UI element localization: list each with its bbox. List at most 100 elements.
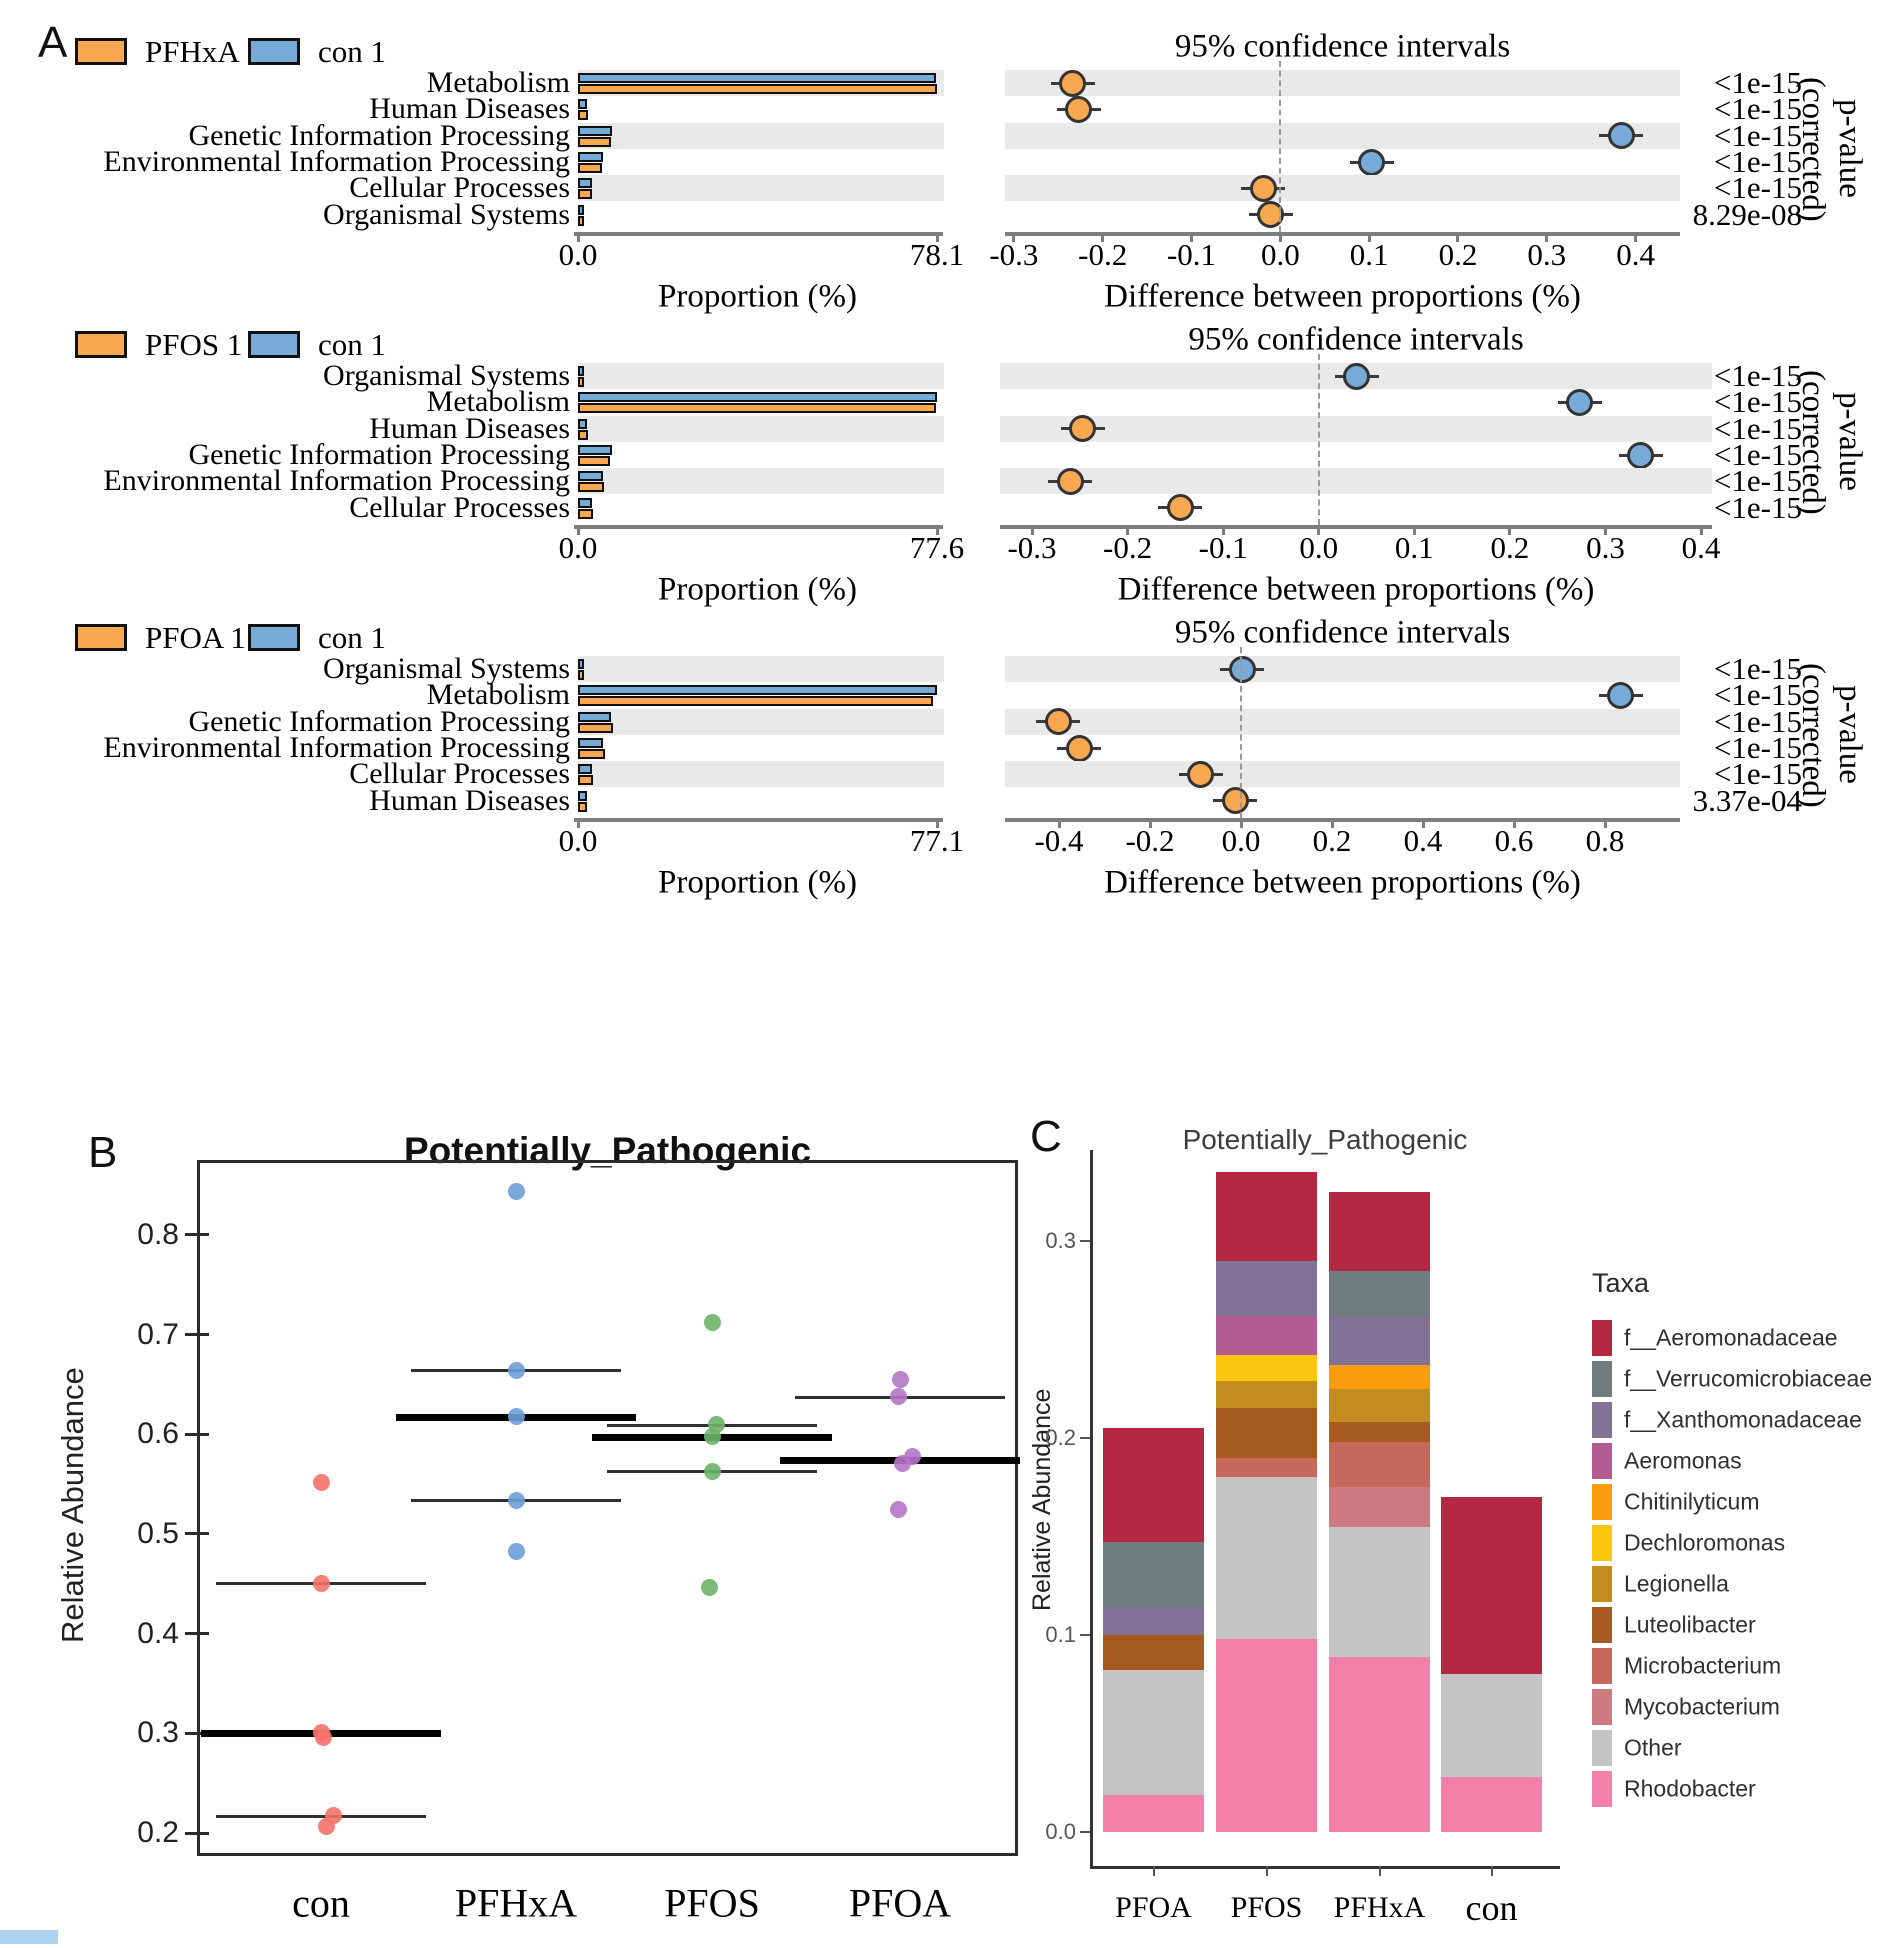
legend-swatch-group2 — [248, 331, 300, 358]
difference-dot — [1257, 201, 1285, 229]
prop-bar-group2 — [578, 711, 612, 722]
taxa-legend-swatch — [1592, 1566, 1612, 1602]
prop-bar-group2 — [578, 418, 588, 429]
taxa-legend-swatch — [1592, 1689, 1612, 1725]
diff-axis-tick — [1512, 818, 1516, 828]
prop-bar-group1 — [578, 162, 603, 173]
legend-label-group1: PFOS 1 — [145, 327, 243, 362]
data-point — [703, 1427, 721, 1445]
taxa-legend-label: Other — [1624, 1734, 1682, 1761]
category-label: Metabolism — [426, 385, 570, 419]
c-ytick-label: 0.2 — [1045, 1425, 1076, 1450]
prop-axis-tick — [935, 818, 939, 828]
p-value: <1e-15 — [1713, 489, 1802, 525]
taxa-legend-label: f__Verrucomicrobiaceae — [1624, 1365, 1873, 1392]
prop-axis-title: Proportion (%) — [658, 571, 857, 608]
legend-swatch-group2 — [248, 624, 300, 651]
taxa-legend-label: Mycobacterium — [1624, 1693, 1780, 1720]
diff-axis-tick — [1603, 818, 1607, 828]
diff-tick-label: 0.8 — [1585, 823, 1625, 858]
diff-tick-label: -0.4 — [1034, 823, 1084, 858]
taxa-legend-label: Rhodobacter — [1624, 1775, 1756, 1802]
row-band — [1005, 70, 1680, 97]
difference-dot — [1059, 69, 1086, 97]
category-label: Genetic Information Processing — [188, 118, 570, 152]
prop-bar-group1 — [578, 455, 611, 466]
p-value: 8.29e-08 — [1692, 196, 1802, 232]
stack-segment — [1329, 1656, 1430, 1832]
diff-axis-line — [1005, 232, 1680, 236]
zero-dashed-line — [1317, 354, 1320, 525]
diff-axis-tick — [1421, 818, 1425, 828]
prop-axis-line — [574, 818, 943, 822]
row-band — [1005, 175, 1680, 202]
prop-bar-group2 — [578, 392, 937, 403]
p-value: <1e-15 — [1713, 437, 1802, 473]
taxa-legend-swatch — [1592, 1648, 1612, 1684]
b-ytick — [185, 1432, 209, 1436]
prop-tick-label: 0.0 — [558, 237, 598, 272]
category-label: Cellular Processes — [349, 171, 570, 205]
row-band — [1000, 468, 1712, 495]
group-lower-line — [216, 1814, 426, 1818]
stack-segment — [1103, 1428, 1204, 1543]
prop-bar-group1 — [578, 136, 611, 147]
b-ytick — [185, 1333, 209, 1336]
stack-segment — [1329, 1365, 1430, 1389]
row-band — [578, 363, 944, 390]
category-label: Environmental Information Processing — [103, 464, 570, 498]
taxa-legend-swatch — [1592, 1771, 1612, 1807]
taxa-legend-title: Taxa — [1592, 1268, 1650, 1298]
b-ytick-label: 0.7 — [137, 1317, 179, 1351]
p-value: <1e-15 — [1713, 410, 1802, 446]
diff-tick-label: -0.2 — [1125, 823, 1175, 858]
stack-segment — [1329, 1315, 1430, 1366]
scan-artifact — [0, 1930, 58, 1944]
row-band — [1005, 122, 1680, 149]
prop-bar-group2 — [578, 99, 587, 110]
prop-tick-label: 0.0 — [558, 530, 598, 565]
data-point — [507, 1543, 525, 1561]
prop-bar-group2 — [578, 125, 613, 136]
stack-segment — [1216, 1477, 1317, 1639]
stack-segment — [1216, 1638, 1317, 1832]
panel-b-ylabel: Relative Abundance — [55, 1367, 90, 1643]
prop-bar-group1 — [578, 482, 604, 493]
stack-segment — [1103, 1607, 1204, 1635]
prop-axis-line — [574, 525, 943, 529]
row-band — [1005, 656, 1680, 683]
taxa-legend-swatch — [1592, 1402, 1612, 1438]
category-label: Human Diseases — [369, 783, 570, 817]
stack-segment — [1441, 1674, 1542, 1777]
stack-segment — [1329, 1487, 1430, 1527]
c-xtick-label: PFOS — [1230, 1891, 1303, 1924]
legend-label-group1: PFOA 1 — [145, 620, 246, 655]
p-value: <1e-15 — [1713, 677, 1802, 713]
c-xtick — [1490, 1866, 1493, 1876]
difference-dot — [1607, 122, 1635, 150]
stack-segment — [1103, 1542, 1204, 1608]
taxa-legend-label: Legionella — [1624, 1570, 1729, 1597]
pvalue-axis-label: p-value (corrected) — [1795, 76, 1868, 222]
b-ytick — [185, 1233, 209, 1237]
c-ytick — [1080, 1634, 1090, 1636]
diff-tick-label: 0.0 — [1221, 823, 1261, 858]
diff-axis-tick — [1030, 525, 1034, 535]
ci-title: 95% confidence intervals — [1174, 28, 1511, 65]
diff-tick-label: 0.6 — [1494, 823, 1534, 858]
diff-axis-tick — [1545, 232, 1549, 242]
diff-axis-tick — [1456, 232, 1460, 242]
b-ytick-label: 0.5 — [137, 1516, 179, 1550]
data-point — [314, 1728, 332, 1746]
c-ytick — [1080, 1437, 1090, 1439]
p-value: <1e-15 — [1713, 730, 1802, 766]
p-value: <1e-15 — [1713, 756, 1802, 792]
stack-segment — [1329, 1388, 1430, 1423]
stack-segment — [1216, 1380, 1317, 1409]
category-label: Cellular Processes — [349, 757, 570, 791]
prop-bar-group2 — [578, 685, 937, 696]
prop-bar-group2 — [578, 444, 612, 455]
c-ytick-label: 0.0 — [1045, 1819, 1076, 1844]
p-value: <1e-15 — [1713, 358, 1802, 394]
difference-dot — [1627, 441, 1655, 469]
